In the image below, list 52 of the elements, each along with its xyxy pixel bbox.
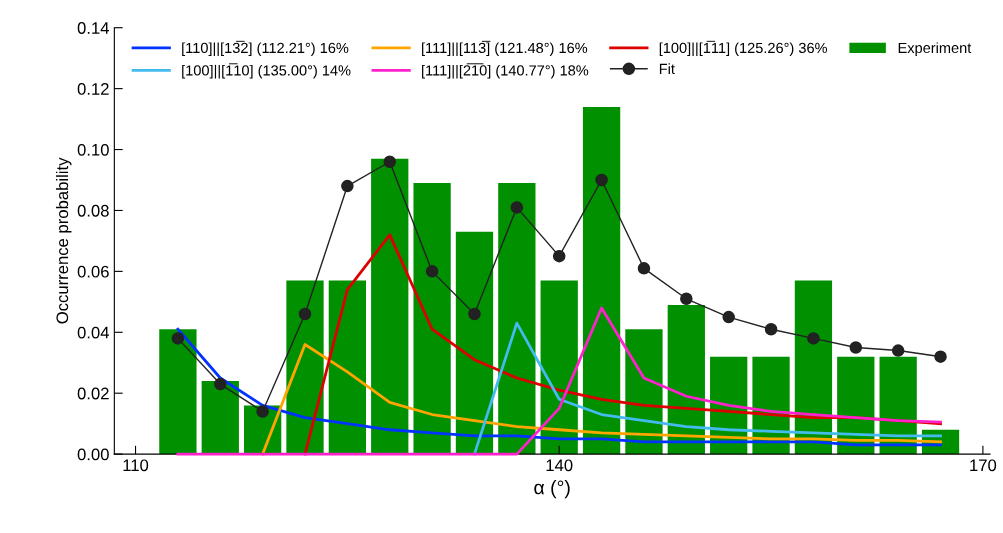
- y-tick-label: 0.10: [77, 143, 109, 156]
- x-tick-label: 140: [546, 459, 573, 472]
- bar: [413, 183, 451, 455]
- point: [468, 307, 481, 321]
- point: [680, 292, 693, 306]
- point: [425, 265, 439, 278]
- point: [934, 350, 947, 363]
- bar: [498, 183, 536, 455]
- bar: [201, 381, 239, 455]
- point: [764, 322, 778, 336]
- point: [722, 310, 735, 324]
- point: [637, 262, 651, 275]
- y-tick-label: 0.06: [77, 265, 109, 278]
- y-tick-label: 0.12: [77, 83, 109, 95]
- bar: [159, 329, 197, 455]
- point: [171, 332, 185, 345]
- line-series: [176, 306, 942, 456]
- point: [256, 405, 269, 418]
- legend-label: [111]||[2̅1̅0] (140.77°) 18%: [422, 63, 589, 79]
- legend-label: [100]||[1̅10] (135.00°) 14%: [182, 63, 351, 79]
- bar: [794, 280, 833, 455]
- bar: [582, 106, 621, 455]
- y-axis-title: Occurrence probability: [55, 157, 72, 324]
- point: [807, 332, 820, 345]
- point: [849, 341, 863, 354]
- y-tick-label: 0.14: [77, 22, 109, 34]
- legend-label: Experiment: [898, 42, 972, 56]
- point: [214, 377, 227, 391]
- x-tick-label: 170: [970, 459, 997, 472]
- line-series: [261, 343, 942, 456]
- legend-label: Fit: [659, 63, 675, 75]
- point: [341, 179, 354, 193]
- point: [298, 307, 312, 321]
- point: [595, 173, 608, 187]
- x-tick-label: 110: [123, 459, 149, 472]
- y-tick-label: 0.00: [77, 448, 109, 461]
- legend-label: [100]||[1̅11] (125.26°) 36%: [659, 40, 828, 57]
- line-series: [473, 321, 942, 456]
- line-series: [176, 327, 942, 447]
- y-tick-label: 0.08: [77, 204, 109, 217]
- legend-label: [111]||[113̅] (121.48°) 16%: [422, 40, 588, 57]
- y-tick-label: 0.04: [77, 326, 109, 339]
- point: [552, 249, 566, 263]
- bar: [455, 231, 494, 455]
- y-tick-label: 0.02: [77, 387, 109, 400]
- point: [891, 344, 905, 357]
- bar: [328, 280, 367, 455]
- point: [383, 155, 396, 168]
- bar: [371, 158, 409, 455]
- point: [510, 201, 524, 214]
- legend-label: [110]||[13̅2] (112.21°) 16%: [182, 40, 349, 57]
- x-axis-title: α (°): [534, 480, 570, 499]
